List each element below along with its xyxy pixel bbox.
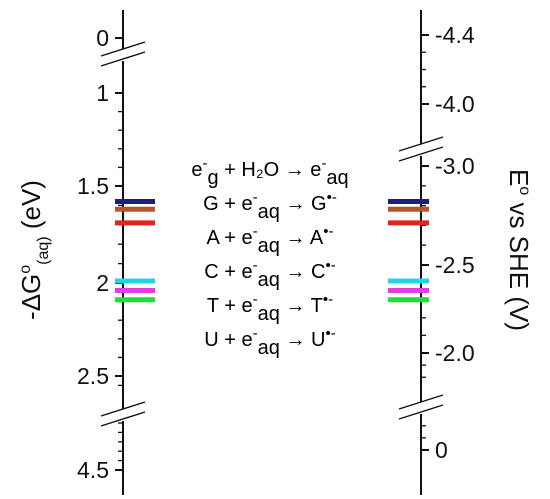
- reaction-part: -: [321, 155, 326, 172]
- left-tick-label: 0: [96, 25, 109, 51]
- right-tick-label: -3.0: [435, 153, 475, 179]
- reaction-part: U + e: [204, 329, 252, 351]
- left-axis-ticks: 0 1 1.5 2 2.5 4.5: [77, 25, 123, 483]
- axis-break-slash: [100, 401, 146, 417]
- energy-levels: [115, 199, 429, 303]
- reaction-label: U + e-aq → U•-: [204, 325, 335, 359]
- reaction-label: e-g + H₂O → e-aq: [191, 155, 348, 189]
- right-axis-title: Eo vs SHE (V): [504, 169, 534, 331]
- reaction-part: -: [253, 291, 258, 308]
- reaction-list: e-g + H₂O → e-aqG + e-aq → G•-A + e-aq →…: [191, 155, 348, 359]
- reaction-part: •-: [323, 291, 333, 308]
- reaction-part: -: [253, 223, 258, 240]
- reaction-part: •-: [327, 189, 337, 206]
- right-axis-title-rest: vs SHE (V): [504, 195, 534, 331]
- reaction-part: G + e: [203, 193, 252, 215]
- reaction-part: •-: [325, 257, 335, 274]
- axis-break-slash: [398, 404, 444, 420]
- left-tick-label: 1: [96, 80, 109, 106]
- reaction-part: g: [207, 167, 218, 189]
- reaction-part: •-: [323, 223, 333, 240]
- reaction-part: -: [202, 155, 207, 172]
- reaction-part: → A: [280, 227, 324, 249]
- reaction-part: C + e: [204, 261, 252, 283]
- axis-break-slash: [398, 146, 444, 162]
- reaction-part: aq: [258, 337, 280, 359]
- left-axis-title-suffix: (eV): [16, 180, 46, 236]
- reaction-part: -: [253, 257, 258, 274]
- right-axis-ticks: -4.4 -4.0 -3.0 -2.5 -2.0 0: [421, 22, 475, 463]
- axis-break-slash: [398, 136, 444, 152]
- right-tick-label: -4.4: [435, 22, 475, 48]
- reaction-part: aq: [258, 303, 280, 325]
- reaction-label: G + e-aq → G•-: [203, 189, 337, 223]
- left-axis-title-sub: (aq): [35, 236, 52, 264]
- reaction-part: → U: [280, 329, 326, 351]
- axis-break-slash: [398, 394, 444, 410]
- reaction-part: e: [191, 159, 202, 181]
- reaction-part: aq: [258, 269, 280, 291]
- right-tick-label: -2.5: [435, 252, 475, 278]
- axis-break-gap: [119, 409, 127, 421]
- reaction-part: aq: [258, 235, 280, 257]
- left-axis-title-sup: o: [17, 265, 34, 274]
- axis-break-slash: [100, 41, 146, 57]
- reaction-part: •-: [325, 325, 335, 342]
- reaction-label: T + e-aq → T•-: [207, 291, 333, 325]
- left-tick-label: 2.5: [77, 363, 109, 389]
- reaction-part: → C: [280, 261, 326, 283]
- axis-breaks: [100, 41, 444, 427]
- right-tick-label: 0: [435, 437, 448, 463]
- axis-break-gap: [417, 144, 425, 156]
- reaction-part: aq: [258, 201, 280, 223]
- reaction-part: + H₂O → e: [219, 159, 322, 181]
- right-axis-title-main: E: [504, 169, 534, 186]
- right-tick-label: -2.0: [435, 340, 475, 366]
- right-tick-label: -4.0: [435, 91, 475, 117]
- reaction-label: C + e-aq → C•-: [204, 257, 335, 291]
- left-tick-label: 1.5: [77, 173, 109, 199]
- left-axis-title: -ΔGo(aq) (eV): [16, 180, 52, 320]
- axis-break-gap: [417, 402, 425, 414]
- reaction-part: → T: [280, 295, 323, 317]
- reaction-part: aq: [326, 167, 348, 189]
- left-tick-label: 2: [96, 270, 109, 296]
- reaction-part: T + e: [207, 295, 253, 317]
- left-tick-label: 4.5: [77, 457, 109, 483]
- reaction-part: A + e: [206, 227, 252, 249]
- right-axis-title-sup: o: [516, 186, 533, 195]
- axis-break-gap: [119, 49, 127, 61]
- reaction-part: → G: [280, 193, 327, 215]
- axis-break-slash: [100, 411, 146, 427]
- reaction-part: -: [253, 189, 258, 206]
- left-axis-title-prefix: -ΔG: [16, 274, 46, 320]
- reaction-part: -: [253, 325, 258, 342]
- axis-break-slash: [100, 51, 146, 67]
- reaction-label: A + e-aq → A•-: [206, 223, 333, 257]
